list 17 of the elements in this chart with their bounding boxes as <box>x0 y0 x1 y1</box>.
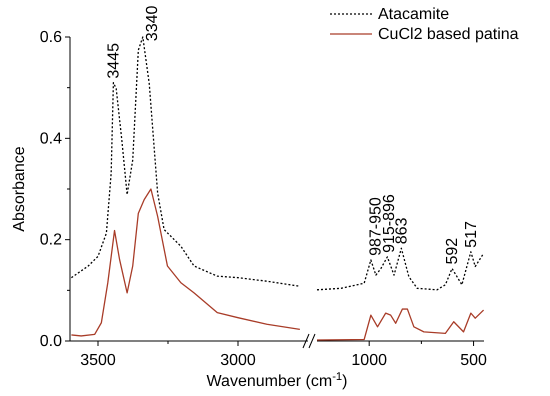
annotation: 3340 <box>144 6 161 42</box>
annotation: 3445 <box>105 42 122 79</box>
y-tick-label: 0.0 <box>40 333 62 350</box>
annotation: 517 <box>462 221 480 248</box>
legend-label: Atacamite <box>378 6 450 23</box>
x-tick-label: 1000 <box>351 352 388 369</box>
legend-label: CuCl2 based patina <box>378 26 519 43</box>
y-tick-label: 0.2 <box>40 232 62 249</box>
y-tick-label: 0.6 <box>40 29 62 46</box>
y-axis-title: Absorbance <box>11 146 28 232</box>
y-tick-label: 0.4 <box>40 130 62 148</box>
x-axis-title: Wavenumber (cm$^{-1}$) <box>206 371 348 390</box>
x-tick-label: 3500 <box>80 352 116 369</box>
x-tick-label: 500 <box>460 352 488 369</box>
line-series <box>70 188 301 337</box>
annotation: 592 <box>444 238 462 265</box>
x-tick-label: 3000 <box>220 352 256 369</box>
